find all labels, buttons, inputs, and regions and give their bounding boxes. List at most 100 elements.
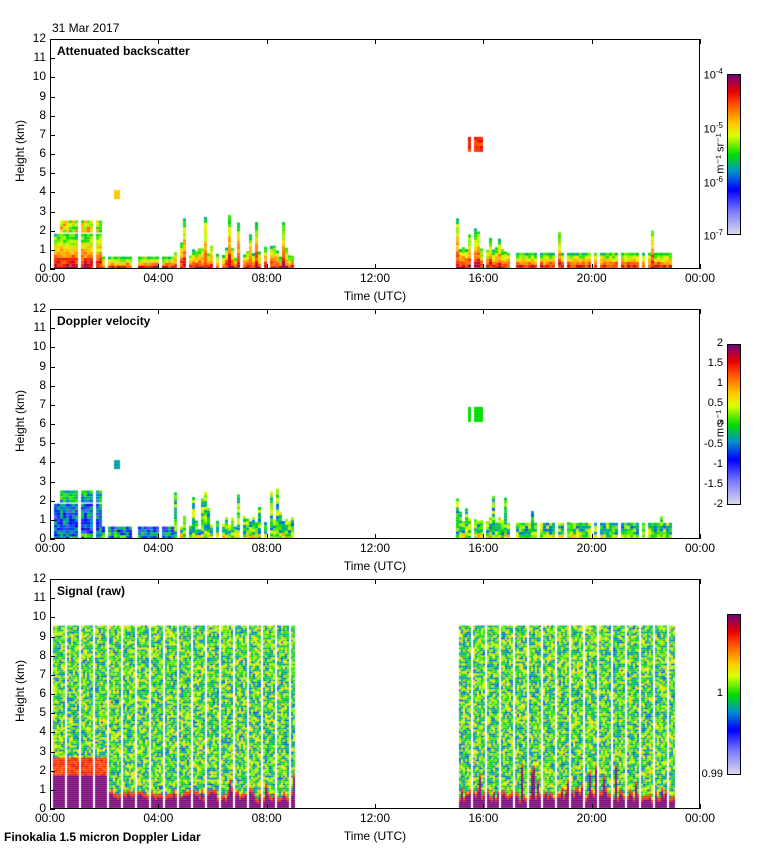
x-tick-mark <box>158 804 160 809</box>
y-tick-label: 1 <box>39 241 46 256</box>
y-tick-label: 2 <box>39 492 46 507</box>
x-tick-mark <box>50 309 51 314</box>
x-tick-label: 00:00 <box>684 811 716 825</box>
x-tick-mark <box>700 39 701 44</box>
colorbar-tick: 1 <box>716 687 723 699</box>
panel-title: Signal (raw) <box>57 584 126 598</box>
plot-area <box>50 39 700 269</box>
x-tick-mark <box>483 579 485 584</box>
x-tick-label: 20:00 <box>576 271 607 285</box>
y-tick-mark <box>50 366 55 368</box>
plot-area <box>50 309 700 539</box>
x-tick-label: 08:00 <box>251 271 282 285</box>
y-tick-label: 9 <box>39 628 46 643</box>
y-tick-label: 7 <box>39 396 46 411</box>
x-tick-mark <box>591 804 593 809</box>
y-tick-mark <box>50 694 55 695</box>
y-tick-mark <box>50 539 55 540</box>
x-tick-mark <box>700 579 701 584</box>
y-tick-mark <box>50 424 55 425</box>
x-tick-label: 00:00 <box>684 271 716 285</box>
y-tick-label: 12 <box>32 301 46 315</box>
colorbar-tick: 2 <box>716 337 723 349</box>
y-tick-label: 10 <box>32 609 46 624</box>
y-tick-mark <box>50 770 55 772</box>
x-tick-mark <box>158 534 160 539</box>
y-tick-mark <box>50 154 55 155</box>
y-tick-mark <box>50 481 55 483</box>
y-tick-label: 12 <box>32 31 46 45</box>
y-tick-mark <box>50 809 55 810</box>
colorbar-tick: -0.5 <box>704 437 723 450</box>
y-tick-mark <box>50 211 55 213</box>
y-tick-label: 6 <box>39 146 46 160</box>
y-tick-mark <box>50 674 55 676</box>
colorbar-tick: 0.99 <box>701 768 723 780</box>
x-tick-mark <box>266 39 268 44</box>
y-tick-label: 4 <box>39 184 46 199</box>
colorbar-tick: 10-6 <box>703 175 723 190</box>
x-tick-label: 20:00 <box>576 541 607 555</box>
panel-signal: Signal (raw) Height (km) Time (UTC) 1 0.… <box>0 571 780 849</box>
x-tick-label: 12:00 <box>359 811 391 825</box>
y-tick-mark <box>50 249 55 251</box>
y-tick-mark <box>50 269 55 270</box>
y-tick-mark <box>50 230 55 232</box>
x-tick-label: 20:00 <box>576 811 607 825</box>
y-tick-mark <box>50 77 55 79</box>
colorbar-tick: 0.5 <box>707 397 723 410</box>
y-tick-label: 0 <box>39 801 46 815</box>
x-tick-mark <box>700 309 701 314</box>
x-tick-mark <box>483 264 485 269</box>
y-tick-mark <box>50 500 55 502</box>
y-tick-label: 9 <box>39 358 46 373</box>
x-tick-mark <box>158 264 160 269</box>
x-tick-label: 00:00 <box>684 541 716 555</box>
x-axis-label: Time (UTC) <box>343 559 407 573</box>
y-tick-label: 8 <box>39 647 46 662</box>
x-tick-mark <box>483 804 485 809</box>
y-tick-label: 0 <box>39 261 46 275</box>
panel-doppler: Doppler velocity Height (km) Time (UTC) … <box>0 301 780 579</box>
x-tick-mark <box>266 579 268 584</box>
x-tick-mark <box>375 579 376 584</box>
y-tick-label: 10 <box>32 339 46 354</box>
y-tick-mark <box>50 579 55 580</box>
x-tick-mark <box>483 309 485 314</box>
colorbar-tick: -1 <box>713 457 723 470</box>
x-tick-mark <box>50 579 51 584</box>
y-tick-label: 8 <box>39 377 46 392</box>
x-tick-mark <box>483 39 485 44</box>
x-tick-mark <box>50 804 51 809</box>
x-tick-mark <box>591 534 593 539</box>
y-tick-label: 3 <box>39 203 46 218</box>
x-tick-label: 00:00 <box>34 271 66 285</box>
x-tick-mark <box>158 39 160 44</box>
y-tick-mark <box>50 751 55 753</box>
x-tick-label: 04:00 <box>143 271 174 285</box>
colorbar-tick: -2 <box>713 498 723 510</box>
x-tick-mark <box>483 534 485 539</box>
x-tick-mark <box>266 309 268 314</box>
x-tick-label: 16:00 <box>468 811 499 825</box>
x-tick-mark <box>700 534 701 539</box>
y-tick-mark <box>50 134 55 136</box>
colorbar-tick: 1 <box>716 377 723 390</box>
y-tick-label: 7 <box>39 666 46 681</box>
x-tick-label: 16:00 <box>468 541 499 555</box>
date-label: 31 Mar 2017 <box>52 21 120 35</box>
panel-backscatter: Attenuated backscatter Height (km) Time … <box>0 31 780 309</box>
instrument-label: Finokalia 1.5 micron Doppler Lidar <box>4 830 201 844</box>
x-tick-label: 08:00 <box>251 541 282 555</box>
panel-title: Doppler velocity <box>57 314 151 328</box>
y-tick-mark <box>50 347 55 349</box>
y-tick-mark <box>50 598 55 600</box>
x-tick-mark <box>158 579 160 584</box>
y-tick-label: 1 <box>39 781 46 796</box>
x-tick-label: 00:00 <box>34 541 66 555</box>
y-tick-mark <box>50 443 55 445</box>
y-tick-mark <box>50 192 55 194</box>
colorbar-tick: 10-4 <box>703 67 723 82</box>
x-tick-label: 00:00 <box>34 811 66 825</box>
x-tick-mark <box>700 264 701 269</box>
